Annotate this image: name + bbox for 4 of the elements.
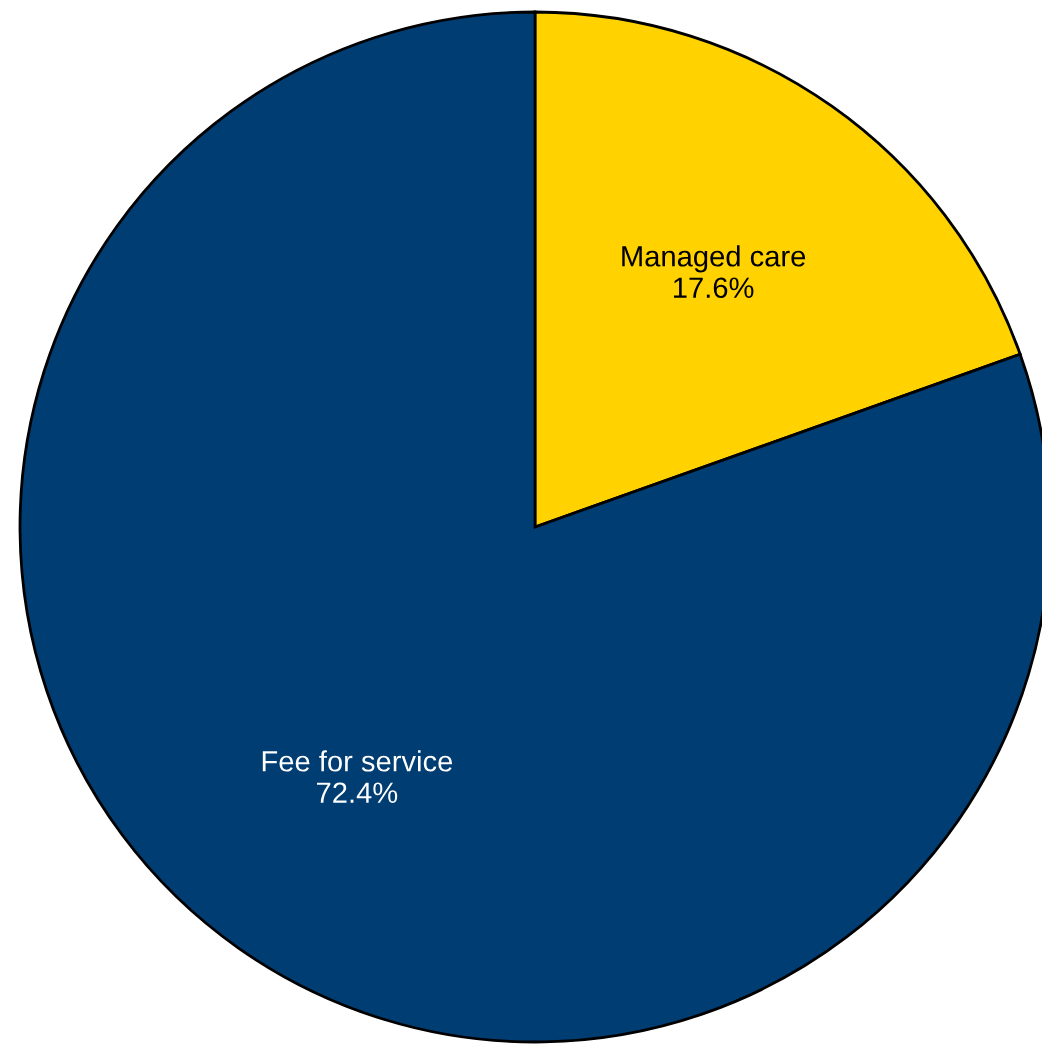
slice-label: Fee for service (262, 750, 453, 772)
slice-label: Managed care (622, 245, 806, 273)
data-label: 72.4% (317, 782, 398, 803)
data-label: 17.6% (673, 277, 754, 299)
